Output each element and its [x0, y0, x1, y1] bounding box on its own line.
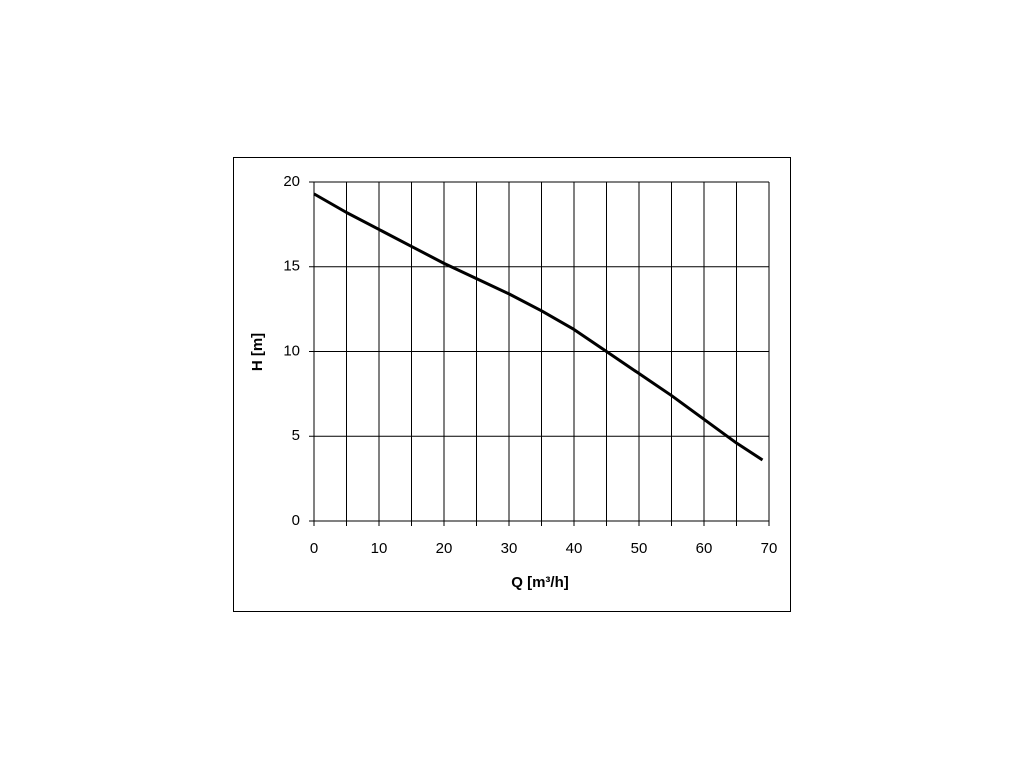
y-axis-label: H [m]	[249, 333, 266, 371]
x-tick-label: 10	[371, 540, 388, 557]
y-tick-label: 0	[292, 512, 300, 529]
x-tick-label: 40	[566, 540, 583, 557]
x-tick-label: 0	[310, 540, 318, 557]
x-tick-label: 20	[436, 540, 453, 557]
y-tick-label: 20	[283, 173, 300, 190]
y-tick-label: 10	[283, 342, 300, 359]
y-tick-label: 15	[283, 258, 300, 275]
chart-frame	[233, 157, 791, 612]
x-tick-label: 50	[631, 540, 648, 557]
x-axis-label: Q [m³/h]	[511, 574, 569, 591]
x-tick-label: 70	[761, 540, 778, 557]
data-line	[313, 192, 764, 462]
y-tick-label: 5	[292, 427, 300, 444]
x-tick-label: 30	[501, 540, 518, 557]
x-tick-label: 60	[696, 540, 713, 557]
